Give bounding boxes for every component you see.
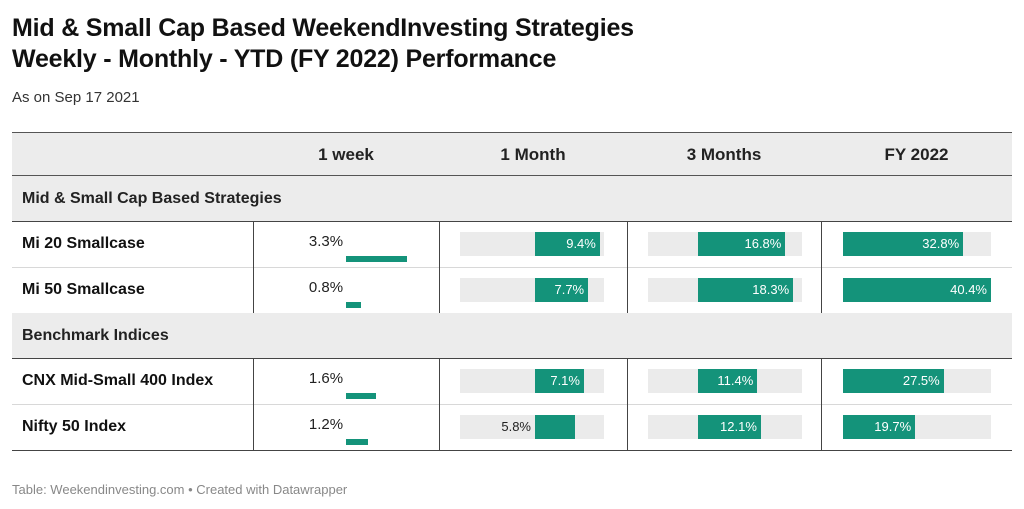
- chart-title-line1: Mid & Small Cap Based WeekendInvesting S…: [12, 14, 634, 42]
- month-bar: 7.7%: [535, 278, 589, 302]
- chart-subtitle: As on Sep 17 2021: [12, 89, 140, 106]
- three_months-track: 11.4%: [648, 369, 802, 393]
- column-divider: [439, 358, 440, 450]
- three_months-bar: 16.8%: [698, 232, 786, 256]
- month-track: 9.4%: [460, 232, 604, 256]
- fy2022-bar: 19.7%: [843, 415, 916, 439]
- row-label: Nifty 50 Index: [22, 418, 127, 435]
- fy2022-bar: 27.5%: [843, 369, 944, 393]
- month-bar: 7.1%: [535, 369, 584, 393]
- column-divider: [627, 358, 628, 450]
- three_months-bar: 12.1%: [698, 415, 761, 439]
- table-header: 1 week 1 Month 3 Months FY 2022: [12, 132, 1012, 176]
- table-row: Mi 20 Smallcase 3.3% 9.4% 16.8% 32.8%: [12, 221, 1012, 267]
- table-row: CNX Mid-Small 400 Index 1.6% 7.1% 11.4% 27.5…: [12, 358, 1012, 404]
- column-divider: [253, 221, 254, 313]
- table-row: Mi 50 Smallcase 0.8% 7.7% 18.3% 40.4%: [12, 267, 1012, 313]
- group-header: Benchmark Indices: [12, 313, 1012, 358]
- week-bar: [346, 302, 361, 308]
- chart-footer: Table: Weekendinvesting.com • Created wi…: [12, 482, 348, 497]
- month-bar: [535, 415, 576, 439]
- month-value-label: 5.8%: [501, 419, 531, 434]
- month-track: 5.8%: [460, 415, 604, 439]
- three_months-value-label: 12.1%: [720, 419, 757, 434]
- month-value-label: 7.7%: [554, 282, 585, 297]
- column-divider: [253, 358, 254, 450]
- column-header-2: 1 Month: [500, 145, 566, 164]
- fy2022-bar: 40.4%: [843, 278, 991, 302]
- week-value-label: 3.3%: [308, 233, 344, 250]
- column-divider: [439, 221, 440, 313]
- three_months-bar: 18.3%: [698, 278, 794, 302]
- group-label: Mid & Small Cap Based Strategies: [22, 190, 282, 207]
- column-divider: [821, 358, 822, 450]
- column-header-3: 3 Months: [686, 145, 762, 164]
- group-divider: [12, 358, 1012, 359]
- column-divider: [821, 221, 822, 313]
- row-label: CNX Mid-Small 400 Index: [22, 372, 214, 389]
- chart-title-line2: Weekly - Monthly - YTD (FY 2022) Perform…: [12, 45, 557, 73]
- month-track: 7.1%: [460, 369, 604, 393]
- fy2022-track: 19.7%: [843, 415, 991, 439]
- three_months-track: 18.3%: [648, 278, 802, 302]
- fy2022-track: 40.4%: [843, 278, 991, 302]
- column-header-0: [12, 133, 253, 177]
- week-bar: [346, 393, 376, 399]
- column-header-4: FY 2022: [884, 145, 949, 164]
- week-bar: [346, 256, 407, 262]
- three_months-value-label: 16.8%: [744, 236, 782, 251]
- week-bar: [346, 439, 369, 445]
- table-row: Nifty 50 Index 1.2% 5.8% 12.1% 19.7%: [12, 404, 1012, 450]
- column-header-1: 1 week: [318, 145, 374, 164]
- three_months-value-label: 11.4%: [717, 373, 754, 388]
- three_months-track: 12.1%: [648, 415, 802, 439]
- fy2022-value-label: 40.4%: [950, 282, 987, 297]
- column-divider: [627, 221, 628, 313]
- row-label: Mi 50 Smallcase: [22, 281, 145, 298]
- chart-title: Mid & Small Cap Based WeekendInvesting S…: [12, 13, 634, 75]
- month-track: 7.7%: [460, 278, 604, 302]
- fy2022-value-label: 19.7%: [874, 419, 912, 434]
- month-value-label: 7.1%: [550, 373, 580, 388]
- fy2022-track: 27.5%: [843, 369, 991, 393]
- fy2022-value-label: 27.5%: [902, 373, 940, 388]
- fy2022-track: 32.8%: [843, 232, 991, 256]
- three_months-bar: 11.4%: [698, 369, 758, 393]
- fy2022-bar: 32.8%: [843, 232, 964, 256]
- row-divider: [12, 267, 1012, 268]
- row-divider: [12, 404, 1012, 405]
- week-value-label: 1.2%: [308, 416, 344, 433]
- three_months-value-label: 18.3%: [752, 282, 790, 297]
- row-label: Mi 20 Smallcase: [22, 235, 145, 252]
- fy2022-value-label: 32.8%: [922, 236, 960, 251]
- week-value-label: 0.8%: [308, 279, 344, 296]
- three_months-track: 16.8%: [648, 232, 802, 256]
- month-value-label: 9.4%: [566, 236, 596, 251]
- group-divider: [12, 221, 1012, 222]
- row-divider: [12, 450, 1012, 451]
- group-label: Benchmark Indices: [22, 327, 169, 344]
- week-value-label: 1.6%: [308, 370, 344, 387]
- group-header: Mid & Small Cap Based Strategies: [12, 176, 1012, 221]
- month-bar: 9.4%: [535, 232, 600, 256]
